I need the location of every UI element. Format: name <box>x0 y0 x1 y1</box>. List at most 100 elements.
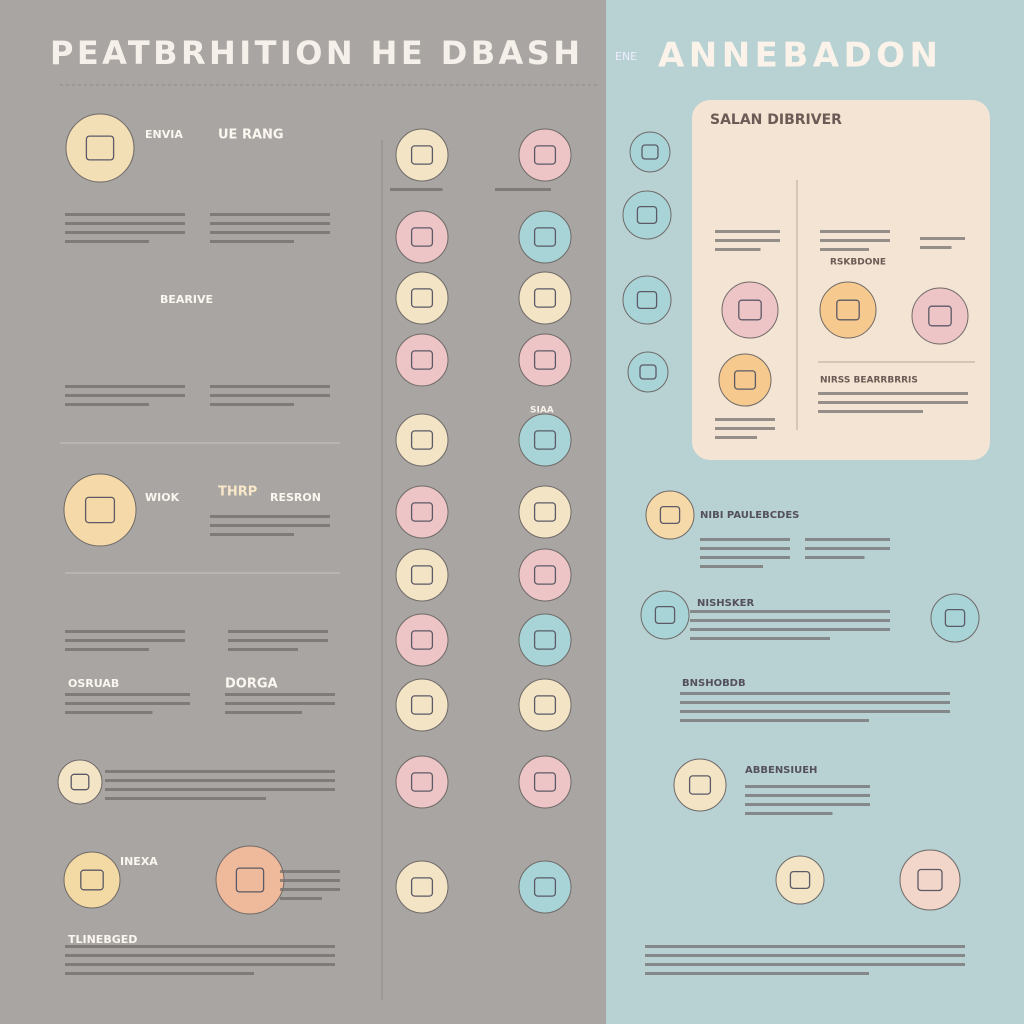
text-line <box>280 897 322 900</box>
label: NIBI PAULEBCDES <box>700 510 799 521</box>
text-line <box>818 392 968 395</box>
icon <box>836 299 860 321</box>
text-line <box>715 239 780 242</box>
text-line <box>210 394 330 397</box>
icon <box>410 145 434 165</box>
text-line <box>65 963 335 966</box>
label: BEARIVE <box>160 293 213 306</box>
text-line <box>745 812 833 815</box>
text-line <box>105 770 335 773</box>
icon-circle <box>629 131 671 173</box>
text-line <box>65 231 185 234</box>
text-line <box>645 945 965 948</box>
icon-circle <box>395 413 449 467</box>
icon-circle <box>395 755 449 809</box>
text-line <box>228 639 328 642</box>
icon <box>410 772 434 792</box>
icon-circle <box>395 485 449 539</box>
icon <box>917 868 943 892</box>
text-line <box>280 888 340 891</box>
text-line <box>105 797 266 800</box>
icon-circle <box>65 113 135 183</box>
left-title: PEATBRHITION HE DBASH <box>50 34 580 72</box>
text-line <box>65 702 190 705</box>
text-line <box>210 385 330 388</box>
icon-circle <box>57 759 103 805</box>
icon <box>410 430 434 450</box>
text-line <box>105 788 335 791</box>
icon-circle <box>775 855 825 905</box>
text-line <box>920 246 952 249</box>
icon-circle <box>518 755 572 809</box>
text-line <box>210 213 330 216</box>
label: OSRUAB <box>68 677 119 690</box>
label: ENVIA <box>145 128 183 141</box>
icon-circle <box>819 281 877 339</box>
text-line <box>690 619 890 622</box>
text-line <box>210 403 294 406</box>
text-line <box>820 248 869 251</box>
text-line <box>820 230 890 233</box>
icon <box>410 565 434 585</box>
text-line <box>210 231 330 234</box>
text-line <box>820 239 890 242</box>
label: NIRSS BEARRBRRIS <box>820 376 918 386</box>
text-line <box>690 610 890 613</box>
icon-circle <box>622 275 672 325</box>
text-line <box>715 230 780 233</box>
text-line <box>280 879 340 882</box>
icon-circle <box>718 353 772 407</box>
text-line <box>805 538 890 541</box>
text-line <box>805 547 890 550</box>
text-line <box>225 693 335 696</box>
text-line <box>645 963 965 966</box>
icon-circle <box>395 271 449 325</box>
icon-circle <box>518 860 572 914</box>
text-line <box>805 556 865 559</box>
text-line <box>680 701 950 704</box>
icon-circle <box>518 548 572 602</box>
text-line <box>65 972 254 975</box>
icon <box>410 877 434 897</box>
label: INEXA <box>120 855 158 868</box>
icon <box>944 608 966 628</box>
text-line <box>225 711 302 714</box>
text-line <box>715 248 761 251</box>
text-line <box>700 547 790 550</box>
icon <box>410 227 434 247</box>
icon <box>235 867 265 893</box>
icon <box>533 350 557 370</box>
icon-circle <box>518 613 572 667</box>
text-line <box>65 630 185 633</box>
icon <box>654 605 676 625</box>
icon-circle <box>518 413 572 467</box>
text-line <box>210 222 330 225</box>
icon-circle <box>640 590 690 640</box>
icon <box>410 695 434 715</box>
icon-circle <box>518 678 572 732</box>
icon <box>533 772 557 792</box>
icon-circle <box>518 210 572 264</box>
icon-circle <box>395 860 449 914</box>
icon <box>533 145 557 165</box>
icon <box>636 205 658 225</box>
icon <box>410 502 434 522</box>
label: BNSHOBDB <box>682 678 746 689</box>
text-line <box>210 524 330 527</box>
text-line <box>700 538 790 541</box>
text-line <box>680 719 869 722</box>
text-line <box>680 710 950 713</box>
icon <box>733 370 757 390</box>
icon-circle <box>518 128 572 182</box>
icon-circle <box>395 128 449 182</box>
text-line <box>280 870 340 873</box>
icon-circle <box>518 271 572 325</box>
icon <box>533 695 557 715</box>
icon <box>80 869 104 891</box>
icon-circle <box>518 485 572 539</box>
tag: ENE <box>615 50 637 63</box>
icon-circle <box>518 333 572 387</box>
icon <box>70 773 90 791</box>
text-line <box>65 648 149 651</box>
